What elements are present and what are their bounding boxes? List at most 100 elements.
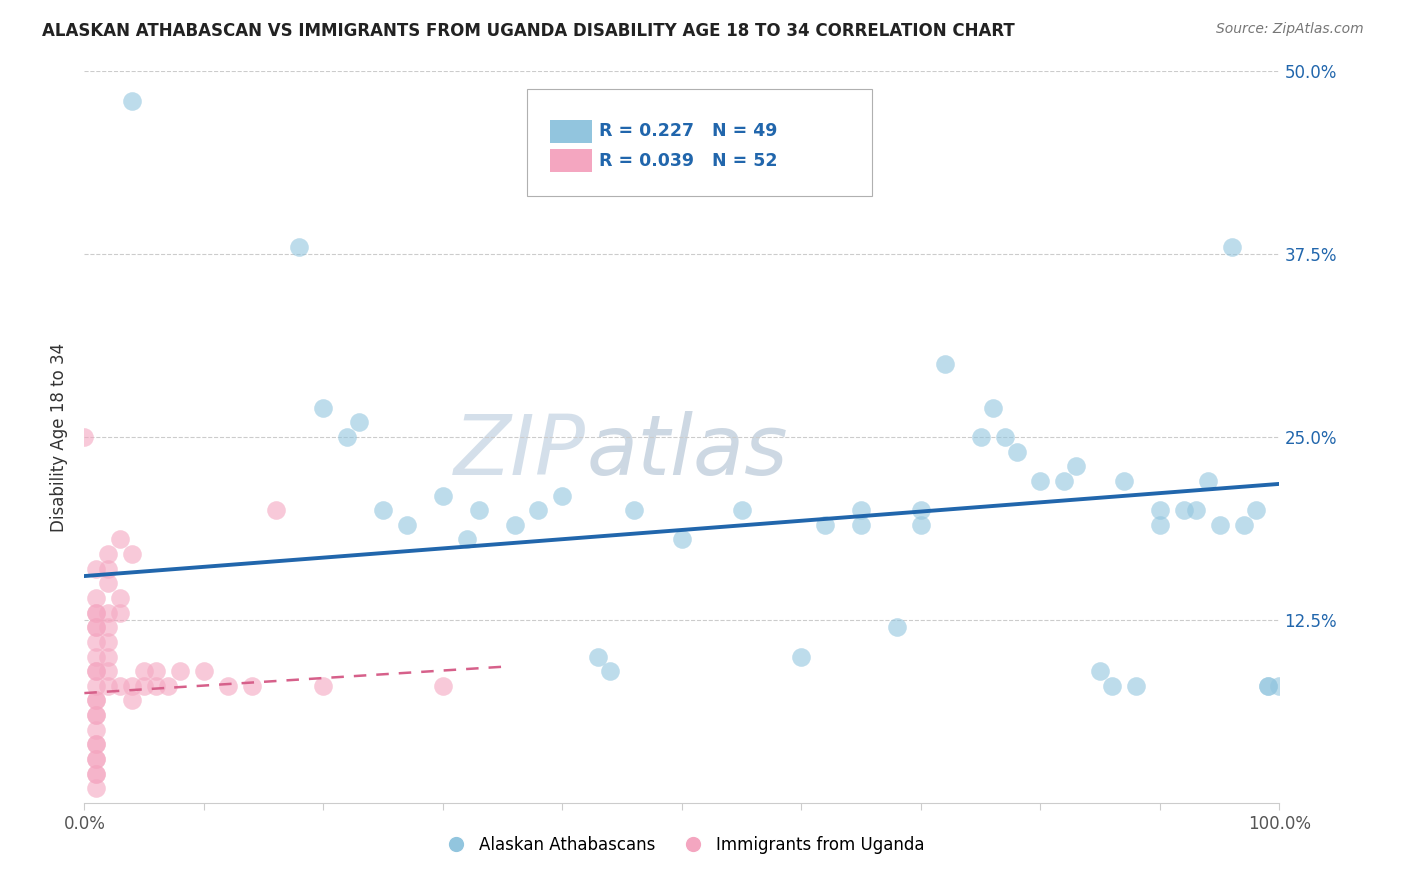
Point xyxy=(169,664,191,678)
Point xyxy=(121,547,143,561)
Point xyxy=(503,517,526,532)
Point xyxy=(86,752,108,766)
Point xyxy=(86,723,108,737)
Point xyxy=(790,649,813,664)
Point xyxy=(97,649,120,664)
Point xyxy=(981,401,1004,415)
Point xyxy=(86,606,108,620)
Point xyxy=(97,635,120,649)
Point xyxy=(1233,517,1256,532)
Point xyxy=(86,766,108,780)
Point xyxy=(851,517,873,532)
Point xyxy=(1053,474,1076,488)
Point xyxy=(994,430,1017,444)
Point xyxy=(396,517,419,532)
Point xyxy=(264,503,287,517)
Point xyxy=(1005,444,1028,458)
Point xyxy=(1149,517,1171,532)
Point xyxy=(110,533,132,547)
Point xyxy=(456,533,478,547)
Point xyxy=(86,737,108,751)
Point xyxy=(1257,679,1279,693)
Point xyxy=(588,649,610,664)
Point xyxy=(86,649,108,664)
Point xyxy=(86,664,108,678)
Text: ZIP: ZIP xyxy=(454,411,586,492)
Text: R = 0.227   N = 49: R = 0.227 N = 49 xyxy=(599,122,778,140)
Point xyxy=(97,664,120,678)
Point xyxy=(468,503,491,517)
Point xyxy=(86,781,108,796)
Point xyxy=(97,620,120,634)
Point xyxy=(86,591,108,605)
Point xyxy=(432,679,454,693)
Point xyxy=(86,664,108,678)
Point xyxy=(551,489,574,503)
Point xyxy=(145,679,167,693)
Point xyxy=(1173,503,1195,517)
Point xyxy=(73,430,96,444)
Point xyxy=(97,606,120,620)
Point xyxy=(86,693,108,707)
Point xyxy=(288,240,311,254)
Point xyxy=(110,679,132,693)
Point xyxy=(1029,474,1052,488)
Point xyxy=(121,693,143,707)
Point xyxy=(132,679,156,693)
Point xyxy=(157,679,180,693)
Point xyxy=(121,679,143,693)
Point xyxy=(934,357,956,371)
Point xyxy=(145,664,167,678)
Point xyxy=(86,752,108,766)
Point xyxy=(1125,679,1147,693)
Point xyxy=(132,664,156,678)
Point xyxy=(910,503,932,517)
Point xyxy=(1197,474,1219,488)
Point xyxy=(1268,679,1291,693)
Text: Source: ZipAtlas.com: Source: ZipAtlas.com xyxy=(1216,22,1364,37)
Point xyxy=(86,620,108,634)
Point xyxy=(1101,679,1123,693)
Point xyxy=(121,94,143,108)
Point xyxy=(312,679,335,693)
Text: R = 0.039   N = 52: R = 0.039 N = 52 xyxy=(599,152,778,169)
Point xyxy=(86,708,108,723)
Point xyxy=(671,533,693,547)
Point xyxy=(110,606,132,620)
Point xyxy=(910,517,932,532)
Legend: Alaskan Athabascans, Immigrants from Uganda: Alaskan Athabascans, Immigrants from Uga… xyxy=(433,829,931,860)
Point xyxy=(1209,517,1232,532)
Text: atlas: atlas xyxy=(586,411,787,492)
Text: ALASKAN ATHABASCAN VS IMMIGRANTS FROM UGANDA DISABILITY AGE 18 TO 34 CORRELATION: ALASKAN ATHABASCAN VS IMMIGRANTS FROM UG… xyxy=(42,22,1015,40)
Point xyxy=(432,489,454,503)
Point xyxy=(851,503,873,517)
Point xyxy=(814,517,837,532)
Point xyxy=(623,503,645,517)
Point xyxy=(97,562,120,576)
Point xyxy=(1220,240,1243,254)
Point xyxy=(97,679,120,693)
Point xyxy=(731,503,754,517)
Point xyxy=(1114,474,1136,488)
Point xyxy=(86,606,108,620)
Point xyxy=(86,620,108,634)
Point xyxy=(86,562,108,576)
Y-axis label: Disability Age 18 to 34: Disability Age 18 to 34 xyxy=(51,343,69,532)
Point xyxy=(527,503,550,517)
Point xyxy=(1185,503,1208,517)
Point xyxy=(97,576,120,591)
Point xyxy=(240,679,263,693)
Point xyxy=(86,708,108,723)
Point xyxy=(97,547,120,561)
Point xyxy=(86,737,108,751)
Point xyxy=(1149,503,1171,517)
Point xyxy=(193,664,215,678)
Point xyxy=(373,503,395,517)
Point xyxy=(599,664,621,678)
Point xyxy=(312,401,335,415)
Point xyxy=(86,679,108,693)
Point xyxy=(86,635,108,649)
Point xyxy=(1257,679,1279,693)
Point xyxy=(110,591,132,605)
Point xyxy=(970,430,993,444)
